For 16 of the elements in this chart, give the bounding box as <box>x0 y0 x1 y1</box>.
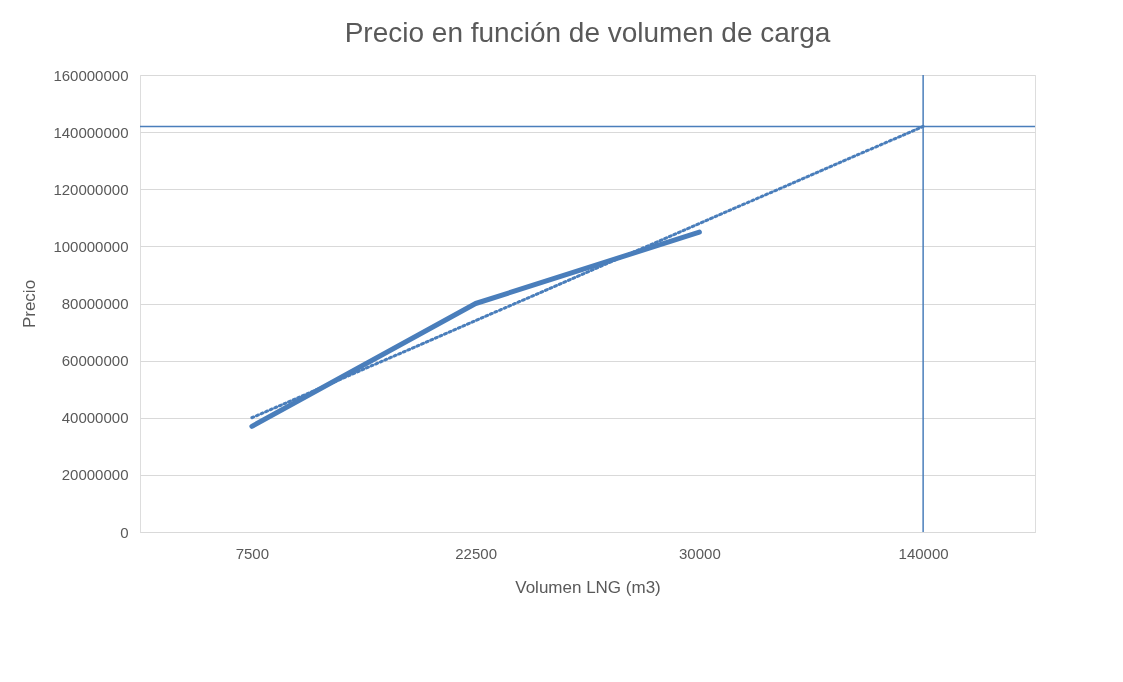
y-tick-label: 60000000 <box>61 352 129 370</box>
y-axis-title: Precio <box>20 279 40 329</box>
x-tick-label: 140000 <box>898 544 949 562</box>
x-axis-title: Volumen LNG (m3) <box>515 577 661 597</box>
y-tick-label: 80000000 <box>61 295 129 312</box>
y-tick-label: 0 <box>120 523 129 541</box>
y-tick-label: 40000000 <box>61 409 129 427</box>
chart-title: Precio en función de volumen de carga <box>344 17 831 48</box>
y-tick-label: 100000000 <box>53 237 129 255</box>
y-tick-label: 20000000 <box>61 466 129 484</box>
y-tick-label: 120000000 <box>53 180 129 198</box>
x-tick-label: 22500 <box>455 544 497 562</box>
x-tick-label: 7500 <box>235 544 270 562</box>
y-tick-label: 160000000 <box>53 66 129 84</box>
x-tick-label: 30000 <box>679 544 721 562</box>
y-tick-label: 140000000 <box>53 123 129 141</box>
